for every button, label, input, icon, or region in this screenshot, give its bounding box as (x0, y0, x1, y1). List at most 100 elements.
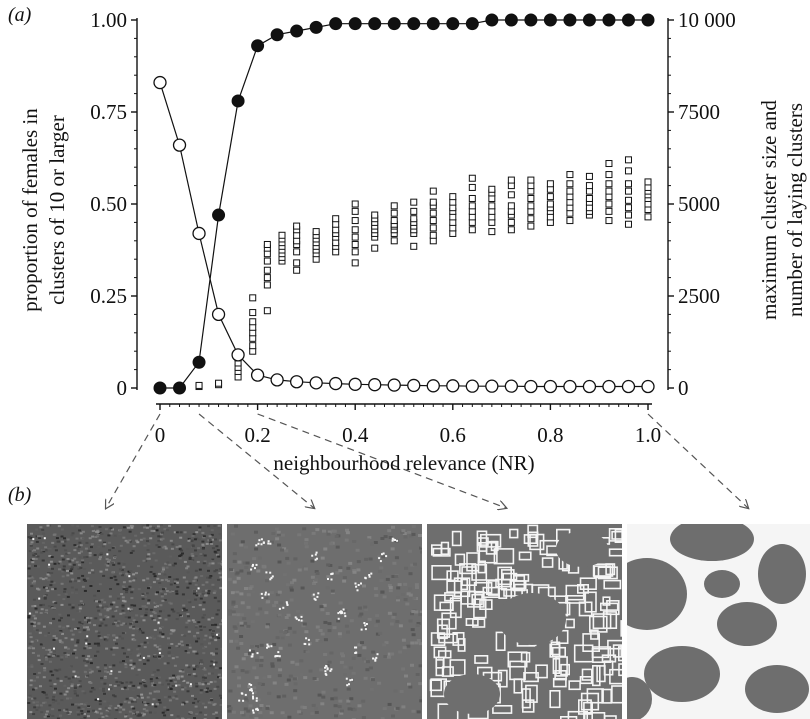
map-cell (215, 613, 219, 616)
map-cluster-outline (446, 570, 459, 582)
square-point (468, 194, 476, 202)
square-point (371, 211, 379, 219)
map-cell (167, 614, 171, 617)
map-cell (87, 628, 90, 631)
map-cell (161, 599, 165, 602)
map-cell (252, 690, 257, 694)
map-cell (293, 557, 298, 561)
map-cell (177, 677, 180, 680)
map-cell (352, 708, 357, 712)
map-cell (68, 560, 72, 563)
map-cell (157, 615, 161, 618)
map-cell (361, 716, 366, 719)
map-cell (46, 573, 50, 576)
map-cell (176, 612, 180, 614)
map-cell (78, 556, 82, 559)
map-cell (122, 526, 126, 529)
map-cell (51, 708, 55, 711)
map-cell (33, 549, 36, 552)
map-cell (204, 713, 208, 716)
map-cell (293, 689, 298, 693)
map-cell (310, 712, 315, 716)
map-cluster (269, 542, 272, 545)
square-point (605, 200, 613, 208)
map-cell (278, 601, 283, 605)
map-cluster (256, 707, 259, 710)
map-cell (183, 560, 187, 563)
filled-circle-point (251, 39, 265, 53)
map-cell (411, 525, 416, 528)
map-cell (88, 552, 92, 555)
map-cluster-outline (579, 577, 597, 591)
map-cell (188, 646, 192, 649)
map-cell (130, 705, 134, 708)
map-cell (42, 676, 46, 679)
map-cell (99, 556, 102, 559)
map-cell (344, 624, 349, 628)
map-cell (93, 594, 97, 597)
map-cell (78, 529, 82, 532)
map-cell (98, 604, 102, 607)
map-cell (76, 711, 80, 713)
map-cell (275, 593, 280, 597)
map-cell (187, 666, 191, 669)
map-cluster (157, 621, 160, 624)
map-cell (174, 695, 178, 698)
map-cell (115, 642, 118, 645)
map-cell (171, 676, 175, 679)
map-cell (333, 688, 338, 692)
map-cell (73, 544, 77, 547)
map-cell (143, 701, 147, 704)
map-cell (325, 612, 330, 615)
map-cell (53, 587, 57, 590)
map-cell (227, 709, 232, 713)
map-cluster (344, 615, 347, 618)
map-cluster (351, 678, 354, 681)
filled-circle-point (563, 13, 577, 27)
map-cell (118, 704, 122, 707)
map-cluster (374, 658, 377, 661)
map-cell (105, 684, 109, 687)
map-cell (156, 669, 160, 672)
map-cell (143, 605, 147, 608)
map-cell (34, 553, 38, 555)
map-cell (61, 632, 64, 635)
map-cell (210, 672, 214, 675)
map-cell (143, 544, 147, 547)
map-cell (326, 532, 331, 536)
map-cell (61, 540, 65, 543)
map-cell (187, 673, 191, 676)
map-cell (132, 579, 136, 582)
map-cell (210, 660, 214, 663)
map-cell (196, 631, 200, 634)
map-cluster-outline (535, 664, 548, 679)
map-cell (29, 679, 33, 682)
map-cell (193, 717, 196, 719)
map-cell (243, 707, 248, 711)
map-cell (60, 637, 63, 639)
map-cell (344, 538, 349, 542)
map-cell (315, 528, 320, 532)
map-cell (132, 545, 136, 548)
map-cell (394, 574, 399, 578)
square-point (351, 217, 359, 225)
map-cell (29, 645, 33, 648)
map-cell (267, 675, 272, 679)
map-cell (171, 543, 175, 546)
map-cell (167, 655, 171, 657)
map-cluster (330, 573, 333, 576)
map-cell (234, 593, 239, 597)
map-cell (204, 674, 207, 677)
map-cluster-outline (586, 688, 604, 704)
square-point (605, 217, 613, 225)
map-cell (169, 555, 173, 558)
map-cell (255, 658, 260, 662)
map-cell (145, 608, 149, 611)
map-cluster-outline (472, 618, 486, 628)
map-cell (217, 562, 221, 565)
map-cell (96, 531, 100, 534)
map-cluster (255, 708, 258, 711)
map-cell (380, 537, 385, 540)
map-cluster (97, 698, 100, 701)
